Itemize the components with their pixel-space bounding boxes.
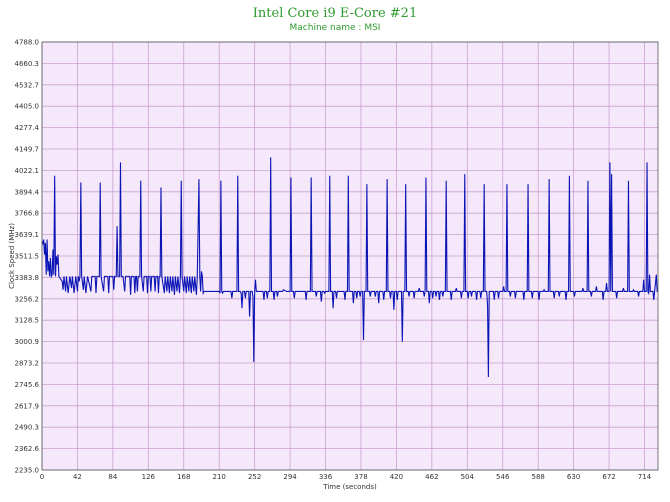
x-tick-label: 168 — [177, 473, 190, 481]
x-tick-label: 672 — [602, 473, 615, 481]
x-tick-label: 336 — [319, 473, 333, 481]
x-tick-label: 630 — [567, 473, 580, 481]
x-tick-label: 0 — [40, 473, 44, 481]
y-tick-label: 3639.1 — [15, 231, 40, 239]
y-tick-label: 3000.9 — [15, 338, 40, 346]
series-line — [41, 157, 658, 377]
y-tick-label: 2235.0 — [15, 467, 40, 475]
x-tick-label: 294 — [283, 473, 297, 481]
x-tick-label: 504 — [461, 473, 475, 481]
plot-frame — [41, 41, 659, 471]
x-tick-label: 546 — [496, 473, 510, 481]
y-axis-label: Clock Speed (MHz) — [8, 223, 16, 289]
x-tick-label: 378 — [354, 473, 367, 481]
x-tick-label: 42 — [73, 473, 82, 481]
y-tick-label: 2745.6 — [15, 381, 40, 389]
y-tick-label: 3383.8 — [15, 274, 40, 282]
y-tick-labels: 2235.0 2362.6 2490.3 2617.9 2745.6 2873.2 3000… — [15, 39, 40, 475]
x-tick-label: 462 — [425, 473, 438, 481]
y-tick-label: 4788.0 — [15, 39, 40, 47]
x-axis-label: Time (seconds) — [322, 483, 377, 491]
grid-lines — [41, 41, 658, 471]
y-tick-label: 2617.9 — [15, 402, 40, 410]
y-tick-label: 2362.6 — [15, 445, 40, 453]
chart-subtitle: Machine name : MSI — [289, 23, 381, 33]
x-tick-label: 588 — [531, 473, 544, 481]
y-tick-label: 4532.7 — [15, 81, 40, 89]
y-tick-label: 4149.7 — [15, 146, 40, 154]
x-tick-label: 210 — [213, 473, 226, 481]
y-tick-label: 2873.2 — [15, 360, 40, 368]
y-tick-label: 3511.5 — [15, 253, 40, 261]
y-tick-label: 3894.4 — [15, 188, 40, 196]
chart-title: Intel Core i9 E-Core #21 — [252, 6, 418, 21]
x-tick-label: 714 — [638, 473, 652, 481]
y-tick-label: 3128.5 — [15, 317, 40, 325]
x-tick-label: 126 — [142, 473, 156, 481]
y-tick-label: 2490.3 — [15, 424, 40, 432]
x-tick-labels: 0 42 84 126 168 210 252 294 336 378 420 462 504 546 58… — [40, 473, 652, 481]
y-tick-label: 4405.0 — [15, 103, 40, 111]
y-tick-label: 4277.4 — [15, 124, 40, 132]
y-tick-label: 3766.8 — [15, 210, 40, 218]
x-tick-label: 420 — [390, 473, 403, 481]
x-tick-label: 252 — [248, 473, 261, 481]
y-tick-label: 3256.2 — [15, 295, 40, 303]
x-tick-label: 84 — [108, 473, 117, 481]
y-tick-label: 4022.1 — [15, 167, 40, 175]
y-tick-label: 4660.3 — [15, 60, 40, 68]
